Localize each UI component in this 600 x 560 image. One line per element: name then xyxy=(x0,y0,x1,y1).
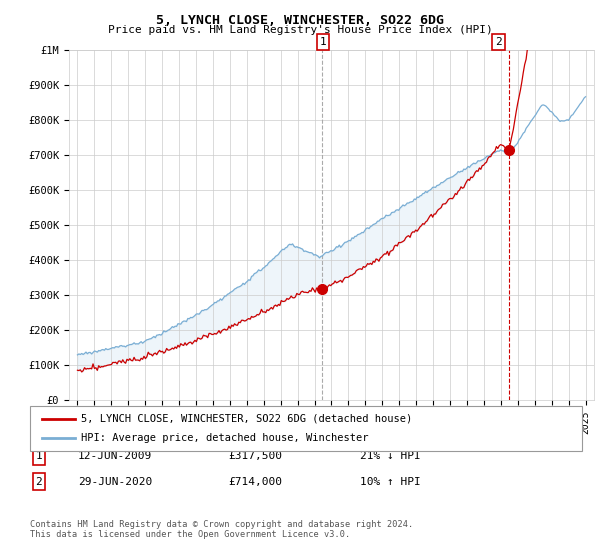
Text: 10% ↑ HPI: 10% ↑ HPI xyxy=(360,477,421,487)
Text: Contains HM Land Registry data © Crown copyright and database right 2024.
This d: Contains HM Land Registry data © Crown c… xyxy=(30,520,413,539)
Text: 5, LYNCH CLOSE, WINCHESTER, SO22 6DG (detached house): 5, LYNCH CLOSE, WINCHESTER, SO22 6DG (de… xyxy=(81,413,412,423)
Text: 29-JUN-2020: 29-JUN-2020 xyxy=(78,477,152,487)
Text: 5, LYNCH CLOSE, WINCHESTER, SO22 6DG: 5, LYNCH CLOSE, WINCHESTER, SO22 6DG xyxy=(156,14,444,27)
Text: 2: 2 xyxy=(35,477,43,487)
Text: Price paid vs. HM Land Registry's House Price Index (HPI): Price paid vs. HM Land Registry's House … xyxy=(107,25,493,35)
Text: 21% ↓ HPI: 21% ↓ HPI xyxy=(360,451,421,461)
Text: 1: 1 xyxy=(35,451,43,461)
Text: £317,500: £317,500 xyxy=(228,451,282,461)
Text: HPI: Average price, detached house, Winchester: HPI: Average price, detached house, Winc… xyxy=(81,433,368,444)
Text: £714,000: £714,000 xyxy=(228,477,282,487)
Text: 12-JUN-2009: 12-JUN-2009 xyxy=(78,451,152,461)
Text: 2: 2 xyxy=(495,37,502,47)
Text: 1: 1 xyxy=(319,37,326,47)
